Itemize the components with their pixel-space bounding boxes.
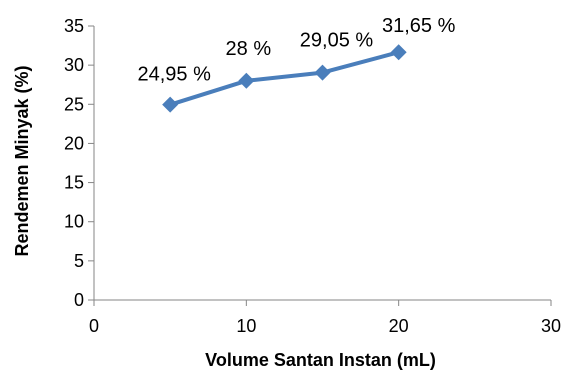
data-point-label: 31,65 % <box>382 15 456 37</box>
x-axis-ticks: 0 10 20 30 <box>89 300 561 336</box>
y-axis-ticks: 0 5 10 15 20 25 30 35 <box>64 16 94 310</box>
data-point-label: 28 % <box>226 38 272 60</box>
y-tick-label: 10 <box>64 212 84 232</box>
series-line <box>169 50 400 107</box>
y-tick-label: 15 <box>64 173 84 193</box>
y-tick-label: 5 <box>74 251 84 271</box>
x-axis-title: Volume Santan Instan (mL) <box>205 350 436 370</box>
data-point-label: 24,95 % <box>137 64 211 86</box>
y-tick-label: 20 <box>64 133 84 153</box>
x-tick-label: 20 <box>389 316 409 336</box>
series-group <box>162 44 407 113</box>
data-point-label: 29,05 % <box>300 30 374 52</box>
data-labels: 24,95 % 28 % 29,05 % 31,65 % <box>137 15 455 85</box>
y-tick-label: 30 <box>64 55 84 75</box>
x-tick-label: 0 <box>89 316 99 336</box>
data-point-marker <box>238 72 255 89</box>
data-point-marker <box>162 96 179 113</box>
y-axis-title: Rendemen Minyak (%) <box>12 65 32 256</box>
x-tick-label: 30 <box>541 316 561 336</box>
data-point-marker <box>390 44 407 61</box>
x-tick-label: 10 <box>236 316 256 336</box>
data-point-marker <box>314 64 331 81</box>
y-tick-label: 35 <box>64 16 84 36</box>
y-tick-label: 25 <box>64 94 84 114</box>
y-tick-label: 0 <box>74 290 84 310</box>
